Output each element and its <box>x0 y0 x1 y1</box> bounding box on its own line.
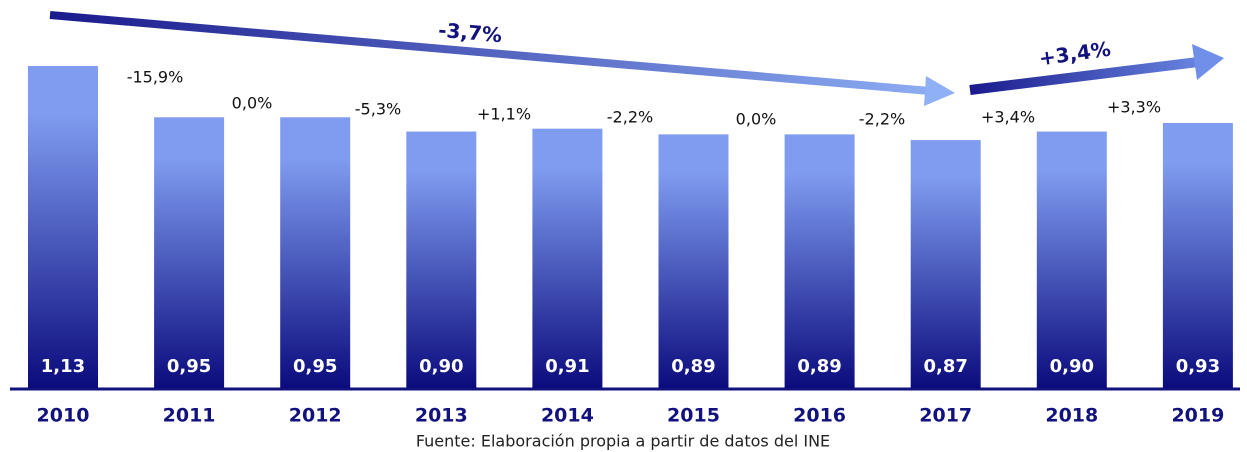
x-tick-label: 2018 <box>1045 405 1098 427</box>
bar <box>658 134 729 388</box>
trend-arrow <box>969 44 1224 95</box>
bar <box>28 66 98 388</box>
x-tick-label: 2014 <box>541 405 594 427</box>
bar <box>406 131 477 388</box>
change-label: +1,1% <box>477 105 531 124</box>
x-tick-label: 2015 <box>667 405 720 427</box>
change-label: +3,4% <box>981 108 1035 127</box>
change-label: -5,3% <box>355 100 401 119</box>
bar <box>910 140 981 388</box>
x-tick-label: 2019 <box>1171 405 1224 427</box>
trend-label: +3,4% <box>1037 37 1112 71</box>
bar <box>280 117 351 388</box>
x-tick-label: 2012 <box>289 405 342 427</box>
value-label: 0,89 <box>797 356 841 377</box>
bar <box>1036 131 1107 388</box>
change-label: 0,0% <box>736 110 777 129</box>
value-label: 1,13 <box>41 356 85 377</box>
change-label: -2,2% <box>859 110 905 129</box>
x-tick-label: 2016 <box>793 405 846 427</box>
change-label: -15,9% <box>127 68 184 87</box>
bar <box>784 134 855 388</box>
bar <box>1162 122 1233 388</box>
value-label: 0,95 <box>293 356 337 377</box>
value-label: 0,95 <box>167 356 211 377</box>
bar <box>154 117 225 388</box>
change-label: -2,2% <box>607 108 653 127</box>
value-label: 0,90 <box>1050 356 1094 377</box>
value-label: 0,87 <box>923 356 967 377</box>
x-tick-label: 2017 <box>919 405 972 427</box>
source: Fuente: Elaboración propia a partir de d… <box>416 432 830 451</box>
trend-label: -3,7% <box>437 18 503 47</box>
value-label: 0,89 <box>671 356 715 377</box>
x-tick-label: 2010 <box>37 405 90 427</box>
value-label: 0,93 <box>1176 356 1220 377</box>
value-label: 0,90 <box>419 356 463 377</box>
x-tick-label: 2011 <box>163 405 216 427</box>
value-label: 0,91 <box>545 356 589 377</box>
change-label: +3,3% <box>1107 98 1161 117</box>
bar <box>532 128 603 389</box>
change-label: 0,0% <box>232 94 273 113</box>
x-tick-label: 2013 <box>415 405 468 427</box>
trend-arrow <box>49 11 955 106</box>
